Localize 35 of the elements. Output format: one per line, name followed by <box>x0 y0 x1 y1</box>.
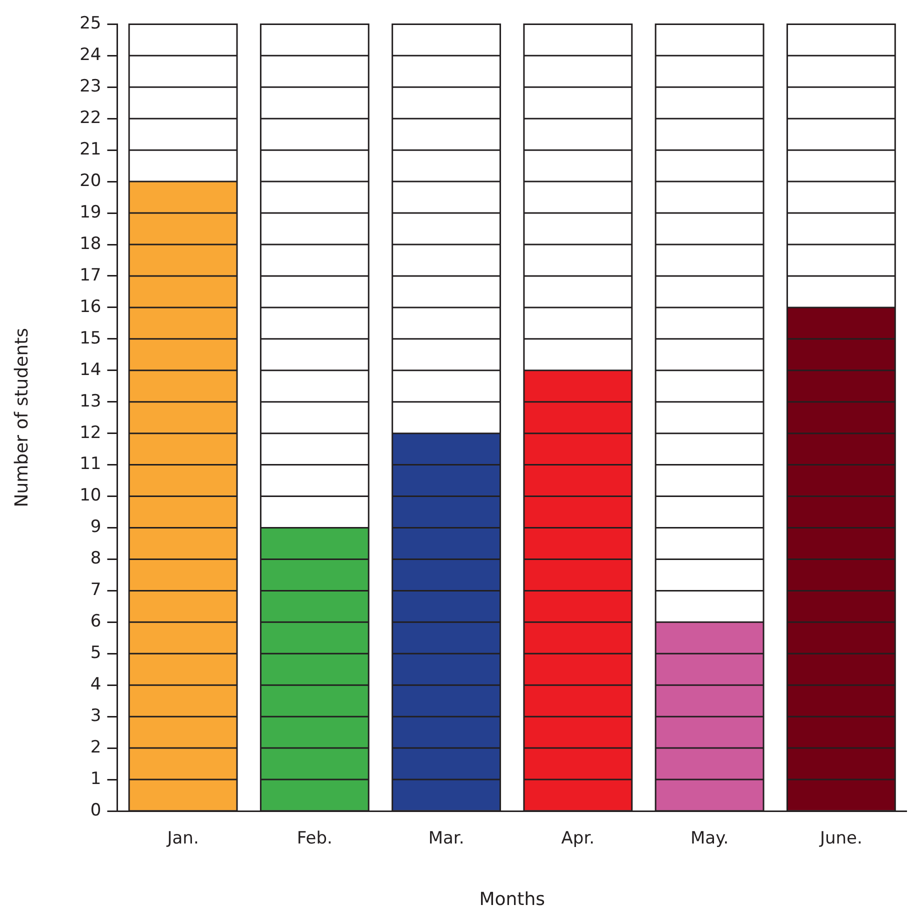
y-tick-label: 3 <box>90 706 102 726</box>
y-tick-label: 15 <box>80 328 102 348</box>
x-tick-label: Apr. <box>561 828 595 849</box>
x-tick-label: June. <box>818 828 862 849</box>
y-tick-label: 14 <box>80 360 102 380</box>
y-tick-label: 6 <box>90 612 102 632</box>
y-tick-label: 2 <box>90 737 102 758</box>
y-tick-label: 25 <box>80 14 102 34</box>
y-tick-label: 12 <box>80 422 102 443</box>
y-tick-label: 7 <box>90 580 102 600</box>
y-tick-label: 19 <box>80 202 102 222</box>
x-tick-label: Jan. <box>166 828 199 849</box>
y-tick-label: 20 <box>80 170 102 191</box>
y-tick-label: 1 <box>90 768 102 789</box>
bar <box>656 622 764 810</box>
y-tick-label: 21 <box>80 140 102 160</box>
y-axis-title: Number of students <box>11 328 32 508</box>
x-tick-label: Mar. <box>428 828 464 849</box>
y-tick-label: 24 <box>80 45 102 66</box>
y-tick-label: 5 <box>90 643 102 664</box>
y-tick-label: 9 <box>90 517 102 538</box>
y-tick-label: 11 <box>80 454 102 474</box>
x-tick-label: Feb. <box>296 828 332 849</box>
y-tick-label: 22 <box>80 108 102 128</box>
y-tick-label: 8 <box>90 548 102 569</box>
x-axis-title: Months <box>479 888 546 910</box>
y-tick-label: 16 <box>80 296 102 317</box>
y-tick-label: 0 <box>90 800 102 820</box>
y-tick-label: 17 <box>80 265 102 286</box>
y-tick-label: 18 <box>80 234 102 254</box>
y-tick-label: 10 <box>80 486 102 506</box>
x-tick-label: May. <box>690 828 729 849</box>
y-tick-label: 23 <box>80 76 102 97</box>
y-tick-label: 13 <box>80 391 102 412</box>
y-tick-label: 4 <box>90 674 102 695</box>
